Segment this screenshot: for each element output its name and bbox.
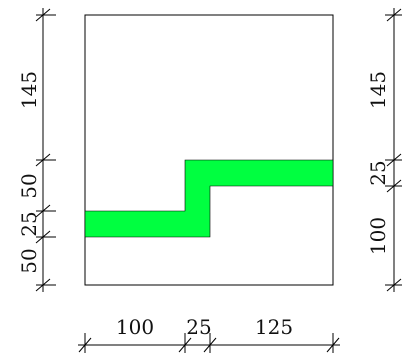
- bottom-dim-100: 100: [116, 315, 154, 339]
- right-dim-145: 145: [366, 71, 390, 109]
- stepped-band: [84, 159, 334, 238]
- left-dim-50-lower: 50: [17, 248, 41, 273]
- right-dimension-chain: [385, 8, 402, 292]
- left-dim-50-upper: 50: [17, 173, 41, 198]
- right-dim-25: 25: [366, 160, 390, 185]
- bottom-dimension-chain: [78, 333, 340, 353]
- bottom-dim-25: 25: [186, 315, 211, 339]
- section-outline: [84, 14, 334, 286]
- bottom-dim-125: 125: [255, 315, 293, 339]
- left-dimension-chain: [35, 8, 56, 292]
- left-dim-25: 25: [17, 211, 41, 236]
- left-dim-145: 145: [17, 71, 41, 109]
- right-dim-100: 100: [366, 217, 390, 255]
